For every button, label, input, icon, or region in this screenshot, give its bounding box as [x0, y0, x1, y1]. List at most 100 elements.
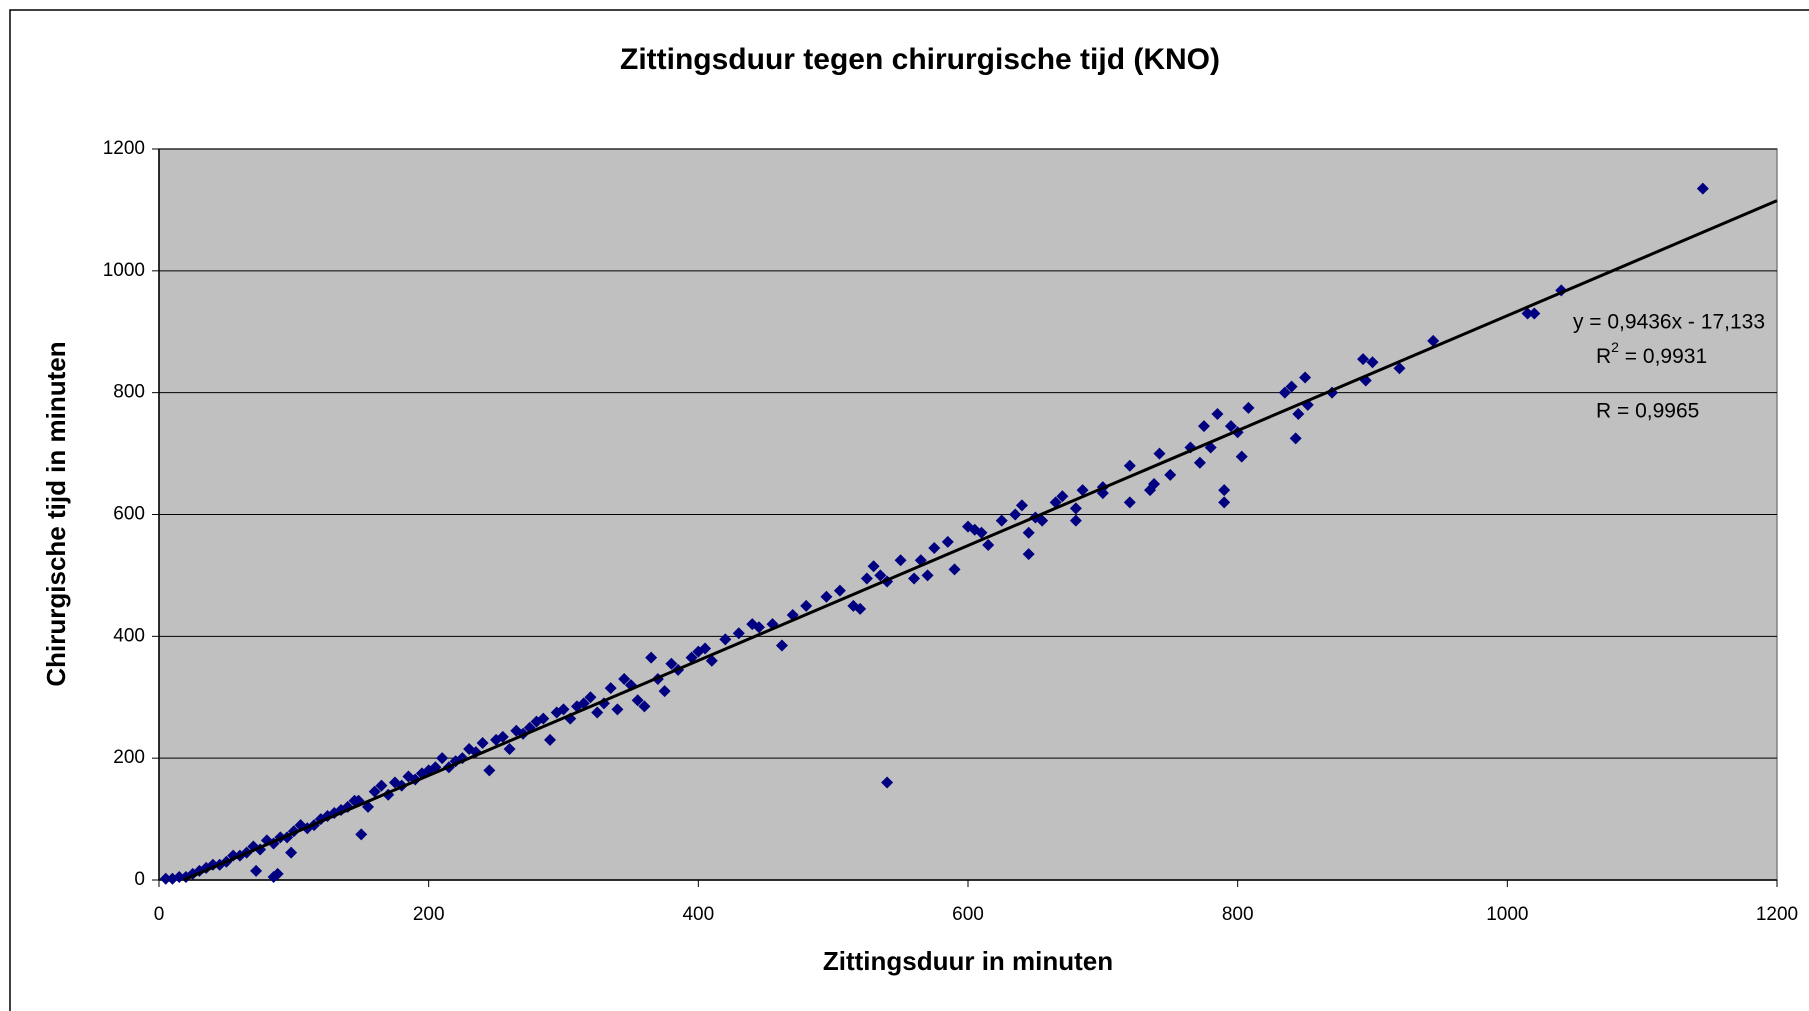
point — [1299, 371, 1312, 384]
point — [1069, 514, 1082, 527]
y-tick-label: 200 — [113, 747, 145, 768]
point — [894, 554, 907, 567]
point — [490, 733, 503, 746]
x-tick-label: 600 — [952, 904, 984, 925]
point — [847, 599, 860, 612]
y-tick-label: 600 — [113, 504, 145, 525]
point — [775, 639, 788, 652]
point — [833, 584, 846, 597]
point — [530, 715, 543, 728]
y-tick-label: 1200 — [103, 138, 145, 159]
point — [1235, 450, 1248, 463]
point — [908, 572, 921, 585]
point — [1076, 484, 1089, 497]
point — [388, 776, 401, 789]
point — [1285, 380, 1298, 393]
x-axis-label: Zittingsduur in minuten — [823, 946, 1113, 976]
y-tick-label: 400 — [113, 625, 145, 646]
chart-title: Zittingsduur tegen chirurgische tijd (KN… — [620, 43, 1220, 76]
point — [705, 654, 718, 667]
x-tick-label: 800 — [1222, 904, 1254, 925]
point — [645, 651, 658, 664]
point — [476, 736, 489, 749]
point — [436, 752, 449, 765]
point — [1357, 353, 1370, 366]
point — [348, 794, 361, 807]
point — [1521, 307, 1534, 320]
r-squared: R2 = 0,9931 — [1596, 339, 1707, 368]
point — [402, 770, 415, 783]
point — [1197, 420, 1210, 433]
point — [355, 828, 368, 841]
point — [1528, 307, 1541, 320]
point — [510, 724, 523, 737]
point — [881, 776, 894, 789]
point — [250, 864, 263, 877]
point — [159, 872, 172, 885]
point — [1069, 502, 1082, 515]
point — [1292, 407, 1305, 420]
point — [921, 569, 934, 582]
point — [166, 872, 179, 885]
point — [1123, 459, 1136, 472]
point — [658, 685, 671, 698]
point — [1144, 484, 1157, 497]
y-tick-label: 1000 — [103, 260, 145, 281]
r2-label: R — [1596, 345, 1611, 368]
point — [928, 542, 941, 555]
point — [874, 569, 887, 582]
x-tick-label: 0 — [154, 904, 165, 925]
point — [1211, 407, 1224, 420]
point — [1427, 334, 1440, 347]
point — [638, 700, 651, 713]
point — [285, 846, 298, 859]
point — [746, 618, 759, 631]
y-tick-label: 800 — [113, 382, 145, 403]
point — [719, 633, 732, 646]
point — [1366, 356, 1379, 369]
point — [1153, 447, 1166, 460]
point — [1278, 386, 1291, 399]
point — [995, 514, 1008, 527]
point — [267, 870, 280, 883]
point — [800, 599, 813, 612]
x-tick-label: 400 — [682, 904, 714, 925]
point — [867, 560, 880, 573]
x-tick-label: 1200 — [1756, 904, 1798, 925]
point — [1696, 182, 1709, 195]
point — [604, 682, 617, 695]
r2-superscript: 2 — [1611, 339, 1619, 355]
point — [1224, 420, 1237, 433]
point — [1218, 484, 1231, 497]
x-tick-label: 1000 — [1486, 904, 1528, 925]
point — [982, 538, 995, 551]
point — [503, 743, 516, 756]
point — [1056, 490, 1069, 503]
r-value: R = 0,9965 — [1596, 400, 1699, 423]
point — [591, 706, 604, 719]
point — [1022, 526, 1035, 539]
x-tick-label: 200 — [413, 904, 445, 925]
point — [692, 645, 705, 658]
point — [631, 694, 644, 707]
point — [1393, 362, 1406, 375]
point — [941, 535, 954, 548]
point — [1218, 496, 1231, 509]
point — [179, 870, 192, 883]
r2-value: = 0,9931 — [1619, 345, 1707, 368]
point — [483, 764, 496, 777]
point — [463, 743, 476, 756]
point — [860, 572, 873, 585]
point — [820, 590, 833, 603]
point — [1193, 456, 1206, 469]
point — [584, 691, 597, 704]
y-axis-label: Chirurgische tijd in minuten — [41, 341, 71, 686]
point — [1164, 468, 1177, 481]
point — [368, 785, 381, 798]
point — [1242, 401, 1255, 414]
point — [732, 627, 745, 640]
point — [1022, 548, 1035, 561]
point — [1015, 499, 1028, 512]
point — [665, 657, 678, 670]
point — [1289, 432, 1302, 445]
